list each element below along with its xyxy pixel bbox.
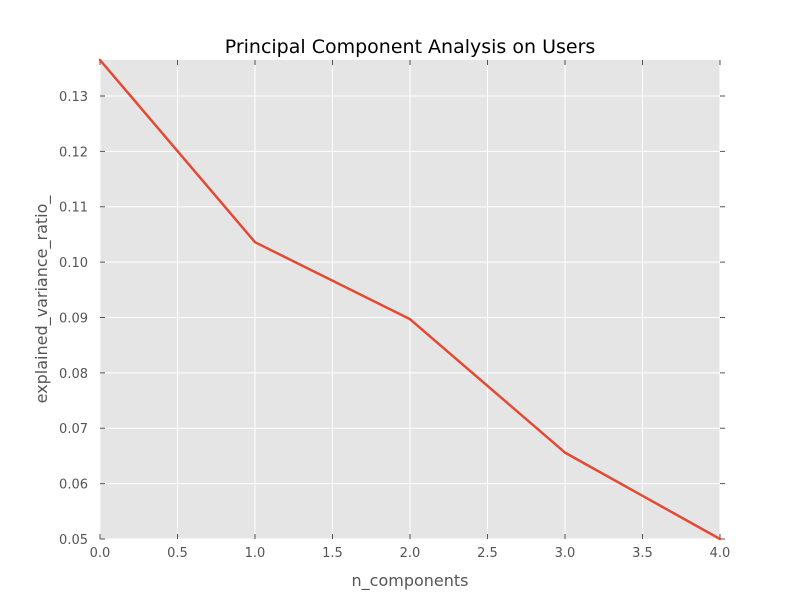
- x-tick-label: 0.5: [167, 546, 188, 561]
- y-tick-label: 0.07: [59, 422, 88, 437]
- x-axis-title: n_components: [352, 571, 469, 591]
- x-tick-label: 1.0: [245, 546, 266, 561]
- y-tick-label: 0.12: [59, 145, 88, 160]
- x-tick-label: 0.0: [90, 546, 111, 561]
- y-tick-label: 0.06: [59, 478, 88, 493]
- x-tick-label: 2.5: [477, 546, 498, 561]
- x-tick-label: 3.5: [632, 546, 653, 561]
- y-tick-label: 0.11: [59, 201, 88, 216]
- x-tick-label: 4.0: [710, 546, 731, 561]
- y-tick-label: 0.09: [59, 311, 88, 326]
- y-tick-label: 0.08: [59, 367, 88, 382]
- x-tick-label: 3.0: [555, 546, 576, 561]
- x-tick-label: 2.0: [400, 546, 421, 561]
- chart-title: Principal Component Analysis on Users: [225, 36, 596, 58]
- y-axis-title: explained_variance_ratio_: [32, 195, 52, 404]
- y-tick-label: 0.10: [59, 256, 88, 271]
- tick-marks: [99, 60, 725, 540]
- y-tick-label: 0.13: [59, 90, 88, 105]
- y-tick-label: 0.05: [59, 533, 88, 548]
- tick-labels: 0.0 0.5 1.0 1.5 2.0 2.5 3.0 3.5 4.0 0.05 0.06 0.07 0…: [59, 90, 730, 561]
- series-layer: [98, 58, 722, 541]
- x-tick-label: 1.5: [322, 546, 343, 561]
